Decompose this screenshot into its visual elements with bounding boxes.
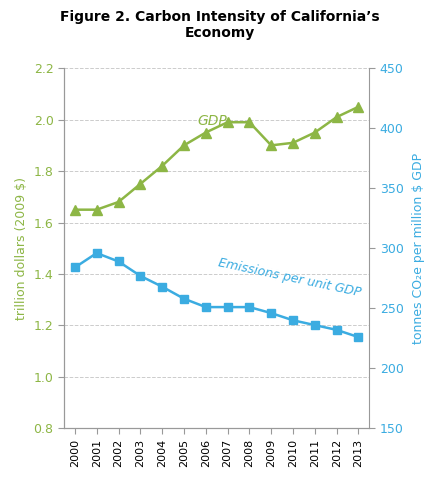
Text: Emissions per unit GDP: Emissions per unit GDP [216, 256, 362, 299]
Y-axis label: tonnes CO₂e per million $ GDP: tonnes CO₂e per million $ GDP [412, 153, 425, 344]
Y-axis label: trillion dollars (2009 $): trillion dollars (2009 $) [15, 177, 28, 320]
Text: Figure 2. Carbon Intensity of California’s
Economy: Figure 2. Carbon Intensity of California… [60, 10, 380, 40]
Text: GDP: GDP [197, 114, 227, 128]
